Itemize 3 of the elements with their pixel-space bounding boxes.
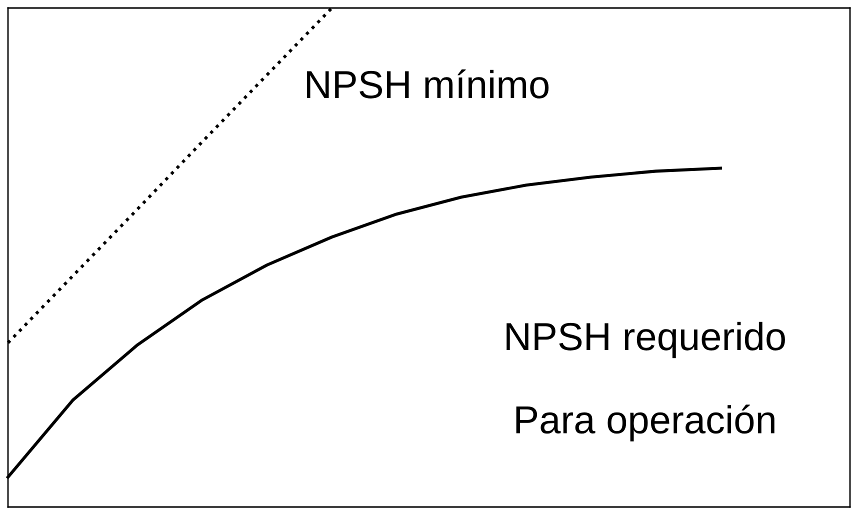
annotation: NPSH mínimo — [307, 69, 549, 98]
annotation: NPSH requerido — [506, 322, 785, 358]
annotation: Para operación — [516, 404, 774, 442]
